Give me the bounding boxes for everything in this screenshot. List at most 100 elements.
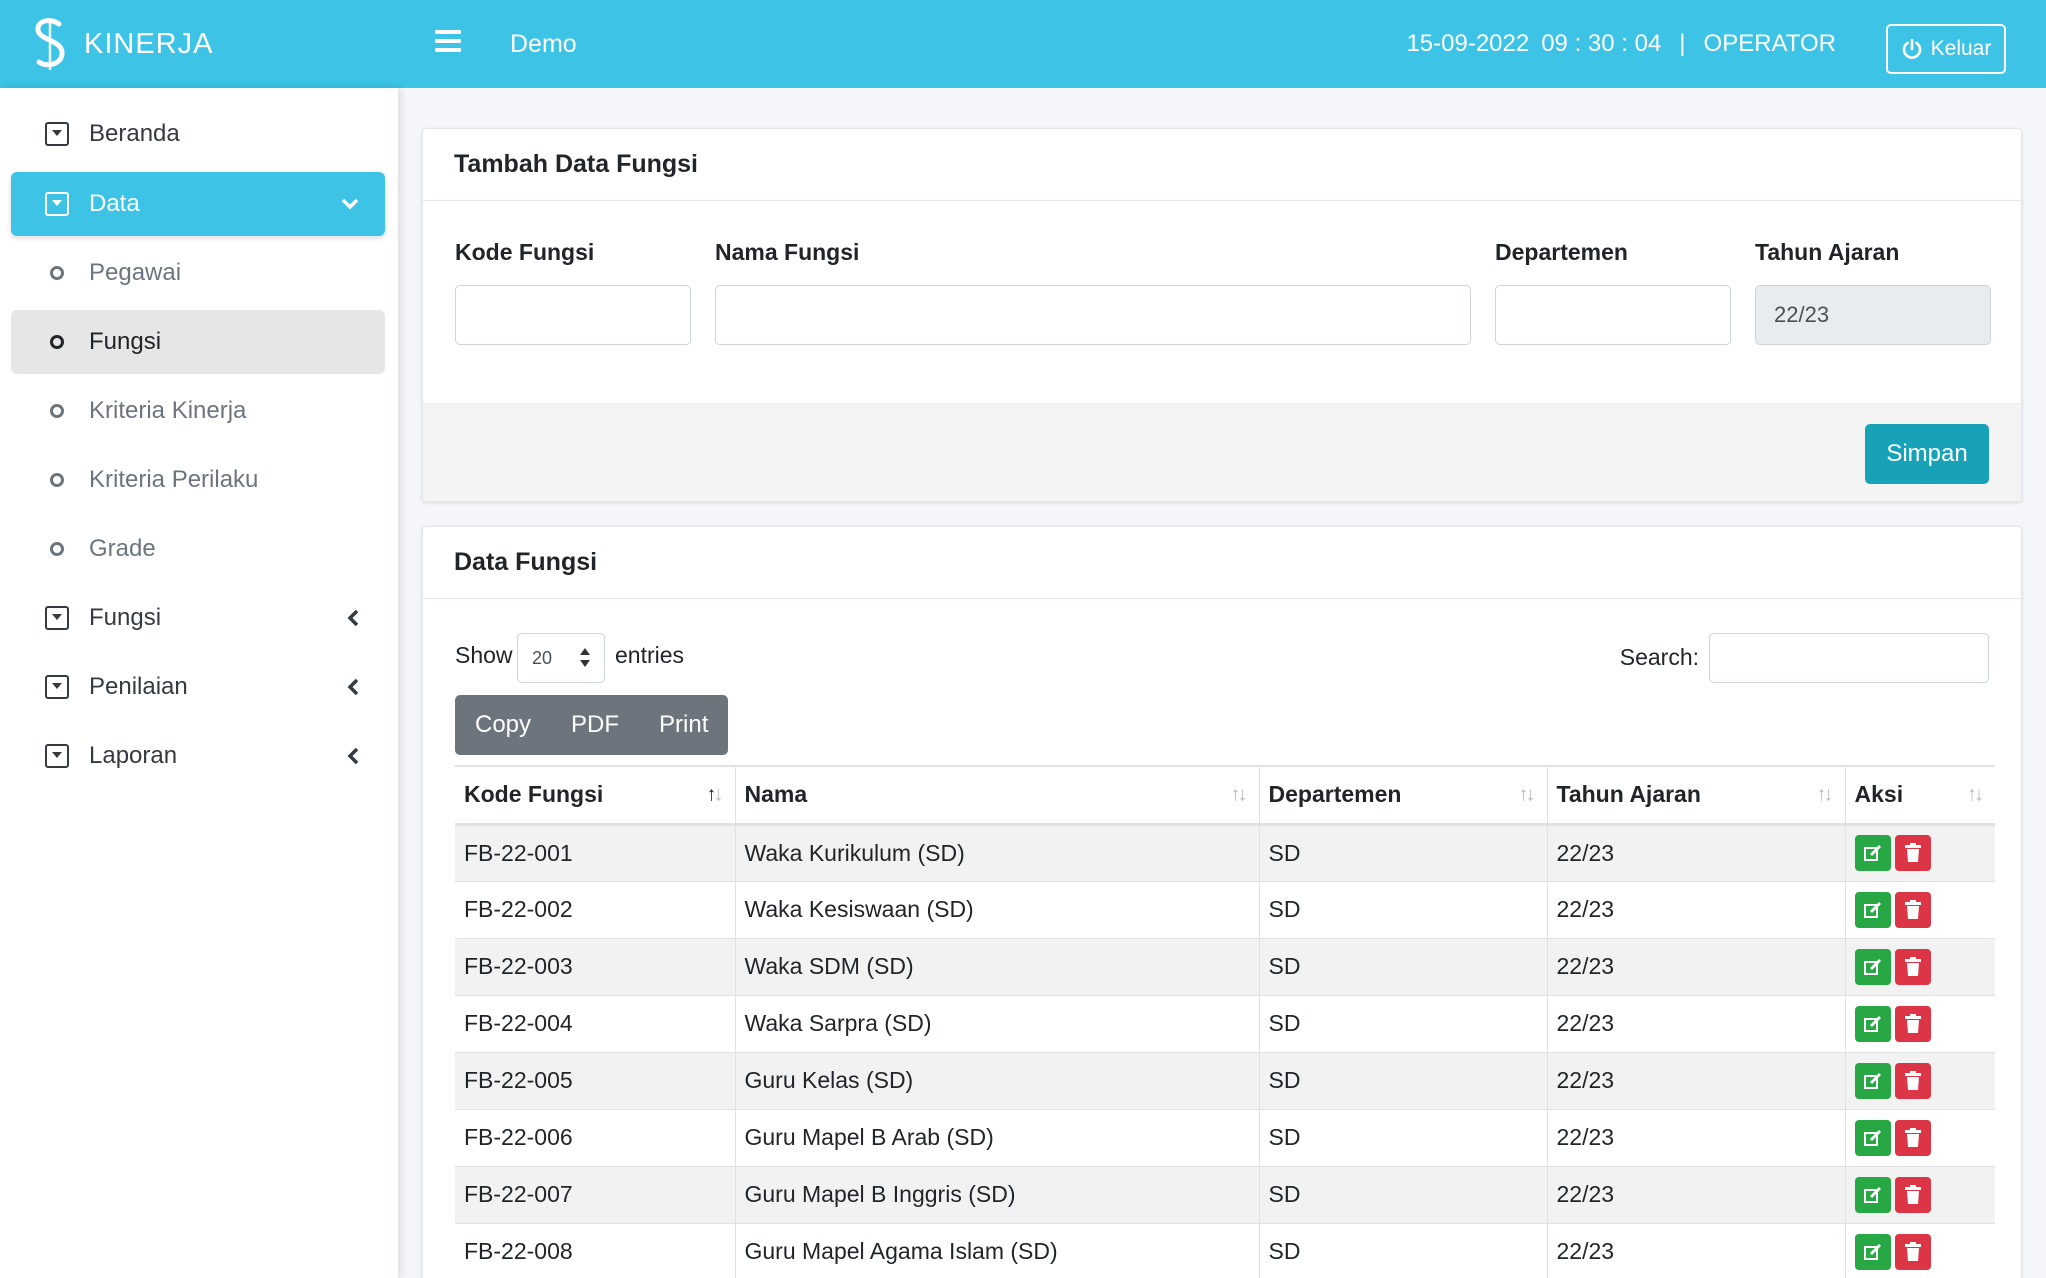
delete-button[interactable] [1894, 948, 1931, 985]
sidebar-item-label: Kriteria Kinerja [89, 397, 247, 424]
trash-icon [1904, 1013, 1921, 1033]
sidebar: Beranda Data Pegawai Fungsi Kriteria Kin… [0, 88, 398, 1278]
edit-button[interactable] [1854, 1176, 1891, 1213]
edit-button[interactable] [1854, 948, 1891, 985]
current-date: 15-09-2022 [1406, 30, 1530, 57]
sidebar-item-kriteria-perilaku[interactable]: Kriteria Perilaku [11, 448, 385, 512]
sort-asc-icon: ↑↓ [706, 783, 724, 806]
sidebar-item-kriteria-kinerja[interactable]: Kriteria Kinerja [11, 379, 385, 443]
tahun-ajaran-input: 22/23 [1755, 285, 1991, 345]
entries-label: entries [615, 642, 685, 668]
cell-kode: FB-22-005 [455, 1051, 735, 1109]
table-row: FB-22-006 Guru Mapel B Arab (SD) SD 22/23 [455, 1108, 1995, 1166]
hamburger-icon[interactable] [435, 30, 461, 54]
cell-departemen: SD [1258, 1165, 1547, 1223]
sidebar-item-pegawai[interactable]: Pegawai [11, 241, 385, 305]
power-icon [1902, 38, 1921, 59]
edit-icon [1863, 1243, 1881, 1260]
chevron-left-icon [347, 678, 359, 696]
departemen-input[interactable] [1495, 285, 1731, 345]
chevron-down-icon [341, 198, 359, 210]
column-label: Aksi [1854, 781, 1904, 808]
sidebar-item-grade[interactable]: Grade [11, 517, 385, 581]
col-tahun-ajaran[interactable]: Tahun Ajaran ↑↓ [1546, 765, 1845, 826]
delete-button[interactable] [1894, 1119, 1931, 1156]
trash-icon [1904, 1127, 1921, 1147]
brand[interactable]: KINERJA [30, 0, 213, 88]
edit-icon [1863, 901, 1881, 918]
cell-aksi [1844, 937, 1995, 995]
kode-fungsi-label: Kode Fungsi [455, 239, 595, 265]
circle-icon [50, 404, 64, 418]
cell-aksi [1844, 1222, 1995, 1278]
data-table-title: Data Fungsi [423, 527, 2021, 599]
entries-value: 20 [532, 647, 553, 668]
delete-button[interactable] [1894, 1062, 1931, 1099]
trash-icon [1904, 1070, 1921, 1090]
square-caret-icon [45, 192, 69, 216]
circle-icon [50, 542, 64, 556]
add-form-card: Tambah Data Fungsi Kode Fungsi Nama Fung… [422, 128, 2022, 502]
cell-nama: Guru Kelas (SD) [734, 1051, 1259, 1109]
sidebar-item-label: Fungsi [89, 328, 162, 355]
sidebar-item-label: Grade [89, 535, 156, 562]
s-logo-icon [30, 16, 70, 72]
edit-icon [1863, 845, 1881, 861]
user-role: OPERATOR [1703, 30, 1836, 57]
nama-fungsi-input[interactable] [715, 285, 1471, 345]
edit-button[interactable] [1854, 1233, 1891, 1270]
delete-button[interactable] [1894, 891, 1931, 928]
delete-button[interactable] [1894, 835, 1931, 871]
col-nama[interactable]: Nama ↑↓ [734, 765, 1259, 826]
sidebar-item-label: Data [89, 190, 140, 217]
sidebar-item-label: Penilaian [89, 673, 188, 700]
search-input[interactable] [1709, 633, 1989, 683]
square-caret-icon [45, 606, 69, 630]
square-caret-icon [45, 675, 69, 699]
col-departemen[interactable]: Departemen ↑↓ [1258, 765, 1547, 826]
edit-button[interactable] [1854, 891, 1891, 928]
delete-button[interactable] [1894, 1005, 1931, 1042]
edit-button[interactable] [1854, 1062, 1891, 1099]
pdf-button[interactable]: PDF [571, 711, 620, 738]
sidebar-item-fungsi-data[interactable]: Fungsi [11, 310, 385, 374]
sidebar-item-label: Pegawai [89, 259, 182, 286]
delete-button[interactable] [1894, 1176, 1931, 1213]
column-label: Nama [744, 781, 808, 808]
col-aksi[interactable]: Aksi ↑↓ [1844, 765, 1995, 826]
sort-icon: ↑↓ [1230, 783, 1248, 806]
cell-kode: FB-22-008 [455, 1222, 735, 1278]
entries-select[interactable]: 20 [517, 633, 605, 683]
table-row: FB-22-008 Guru Mapel Agama Islam (SD) SD 22… [455, 1222, 1995, 1278]
logout-button[interactable]: Keluar [1886, 24, 2006, 74]
square-caret-icon [45, 122, 69, 146]
show-label: Show [455, 642, 513, 668]
brand-name: KINERJA [84, 27, 214, 60]
sidebar-item-data[interactable]: Data [11, 172, 385, 236]
cell-nama: Guru Mapel B Inggris (SD) [734, 1165, 1259, 1223]
cell-kode: FB-22-001 [455, 823, 735, 881]
sidebar-item-laporan[interactable]: Laporan [11, 724, 385, 788]
edit-button[interactable] [1854, 835, 1891, 871]
sidebar-item-penilaian[interactable]: Penilaian [11, 655, 385, 719]
kode-fungsi-input[interactable] [455, 285, 691, 345]
save-button[interactable]: Simpan [1865, 424, 1989, 484]
circle-icon [50, 266, 64, 280]
column-label: Kode Fungsi [464, 781, 604, 808]
table-row: FB-22-003 Waka SDM (SD) SD 22/23 [455, 937, 1995, 995]
edit-button[interactable] [1854, 1119, 1891, 1156]
print-button[interactable]: Print [659, 711, 709, 738]
cell-tahun: 22/23 [1546, 1051, 1845, 1109]
cell-tahun: 22/23 [1546, 1222, 1845, 1278]
cell-nama: Guru Mapel B Arab (SD) [734, 1108, 1259, 1166]
col-kode-fungsi[interactable]: Kode Fungsi ↑↓ [455, 765, 735, 826]
cell-kode: FB-22-002 [455, 880, 735, 938]
data-table-card: Data Fungsi Show 20 entries Search: Copy… [422, 526, 2022, 1278]
sidebar-item-beranda[interactable]: Beranda [11, 102, 385, 166]
delete-button[interactable] [1894, 1233, 1931, 1270]
copy-button[interactable]: Copy [475, 711, 532, 738]
cell-kode: FB-22-006 [455, 1108, 735, 1166]
edit-button[interactable] [1854, 1005, 1891, 1042]
cell-tahun: 22/23 [1546, 937, 1845, 995]
sidebar-item-fungsi[interactable]: Fungsi [11, 586, 385, 650]
